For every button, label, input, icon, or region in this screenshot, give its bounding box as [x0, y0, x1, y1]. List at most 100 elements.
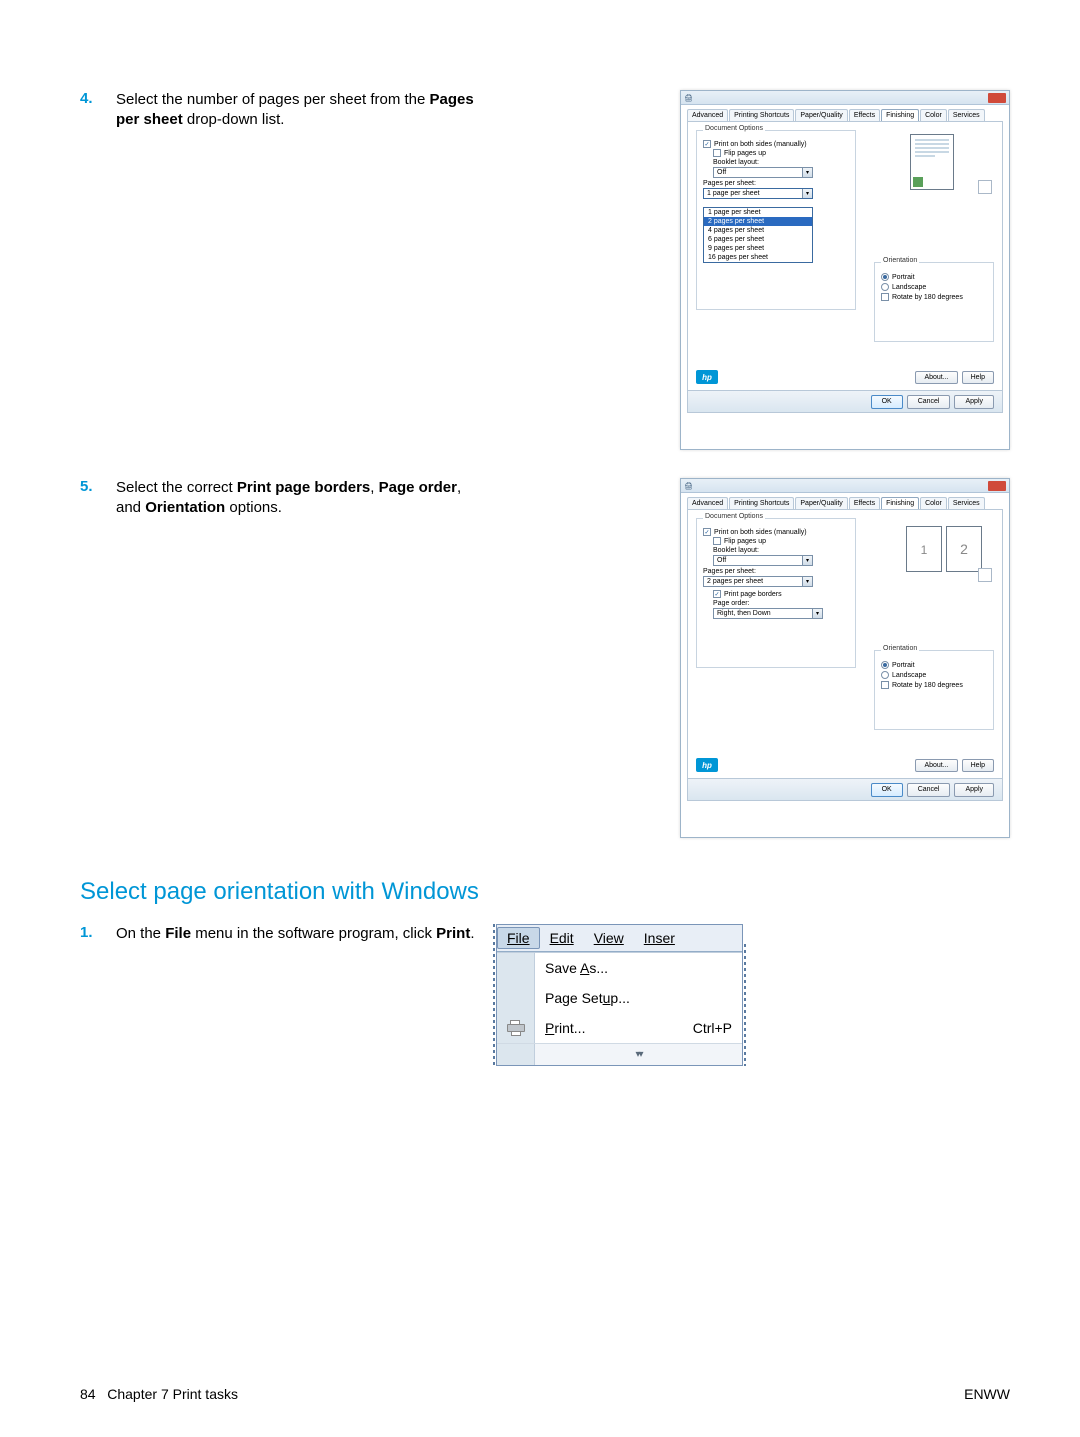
tab-services[interactable]: Services [948, 497, 985, 509]
tab-effects[interactable]: Effects [849, 109, 880, 121]
chevron-down-icon: ▾▾ [635, 1049, 641, 1060]
pages-per-sheet-select[interactable]: 1 page per sheet▾ [703, 188, 813, 199]
document-options-legend: Document Options [703, 125, 765, 132]
step-4-number: 4. [80, 90, 116, 107]
landscape-radio[interactable]: Landscape [881, 671, 987, 679]
document-options-fieldset: Document Options Print on both sides (ma… [696, 130, 856, 310]
section-heading: Select page orientation with Windows [80, 878, 1010, 906]
portrait-radio[interactable]: Portrait [881, 661, 987, 669]
print-both-sides-checkbox[interactable]: Print on both sides (manually) [703, 140, 849, 148]
print-page-borders-checkbox[interactable]: Print page borders [713, 590, 849, 598]
hp-logo: hp [696, 370, 718, 384]
chevron-down-icon: ▾ [802, 189, 812, 198]
dialog-tabs: Advanced Printing Shortcuts Paper/Qualit… [681, 493, 1009, 509]
close-icon[interactable] [988, 93, 1006, 103]
booklet-layout-select[interactable]: Off▾ [713, 167, 813, 178]
page-footer: 84 Chapter 7 Print tasks ENWW [80, 1386, 1010, 1402]
menu-item-save-as[interactable]: Save As... [497, 953, 742, 983]
rotate-180-checkbox[interactable]: Rotate by 180 degrees [881, 293, 987, 301]
chevron-down-icon: ▾ [812, 609, 822, 618]
pps-option-2[interactable]: 2 pages per sheet [704, 217, 812, 226]
tab-shortcuts[interactable]: Printing Shortcuts [729, 109, 794, 121]
pages-per-sheet-select[interactable]: 2 pages per sheet▾ [703, 576, 813, 587]
tab-paper[interactable]: Paper/Quality [795, 109, 847, 121]
menu-item-print[interactable]: Print... Ctrl+P [497, 1013, 742, 1043]
pps-option-1[interactable]: 1 page per sheet [704, 208, 812, 217]
about-button[interactable]: About... [915, 371, 957, 384]
landscape-radio[interactable]: Landscape [881, 283, 987, 291]
tab-advanced[interactable]: Advanced [687, 497, 728, 509]
tab-color[interactable]: Color [920, 109, 947, 121]
preview-badge-icon [978, 180, 992, 194]
pps-option-6[interactable]: 6 pages per sheet [704, 235, 812, 244]
menu-view[interactable]: View [584, 927, 634, 949]
help-button[interactable]: Help [962, 371, 994, 384]
hp-print-dialog-1: 🖨 Advanced Printing Shortcuts Paper/Qual… [680, 90, 1010, 450]
pages-per-sheet-label: Pages per sheet: [703, 568, 849, 575]
step-5-text: Select the correct Print page borders, P… [116, 478, 486, 517]
orientation-fieldset: Orientation Portrait Landscape Rotate by… [874, 650, 994, 730]
portrait-radio[interactable]: Portrait [881, 273, 987, 281]
document-options-legend: Document Options [703, 513, 765, 520]
pages-per-sheet-dropdown[interactable]: 1 page per sheet 2 pages per sheet 4 pag… [703, 207, 813, 263]
apply-button[interactable]: Apply [954, 395, 994, 409]
pps-option-9[interactable]: 9 pages per sheet [704, 244, 812, 253]
step-5-number: 5. [80, 478, 116, 495]
ok-button[interactable]: OK [871, 783, 903, 797]
flip-pages-up-checkbox[interactable]: Flip pages up [713, 149, 849, 157]
orientation-legend: Orientation [881, 645, 919, 652]
word-file-menu: File Edit View Inser Save As... Page Set… [496, 924, 743, 1066]
help-button[interactable]: Help [962, 759, 994, 772]
word-menubar: File Edit View Inser [497, 925, 742, 952]
document-options-fieldset: Document Options Print on both sides (ma… [696, 518, 856, 668]
close-icon[interactable] [988, 481, 1006, 491]
preview-badge-icon [978, 568, 992, 582]
tab-effects[interactable]: Effects [849, 497, 880, 509]
tab-finishing[interactable]: Finishing [881, 109, 919, 121]
dialog-titlebar[interactable]: 🖨 [681, 91, 1009, 105]
page-order-label: Page order: [713, 600, 849, 607]
chevron-down-icon: ▾ [802, 577, 812, 586]
cancel-button[interactable]: Cancel [907, 395, 951, 409]
step-1-text: On the File menu in the software program… [116, 924, 486, 944]
page-order-select[interactable]: Right, then Down▾ [713, 608, 823, 619]
menu-edit[interactable]: Edit [540, 927, 584, 949]
menu-expand[interactable]: ▾▾ [497, 1043, 742, 1065]
booklet-layout-label: Booklet layout: [713, 547, 849, 554]
ok-button[interactable]: OK [871, 395, 903, 409]
printer-icon: 🖨 [684, 482, 693, 490]
orientation-legend: Orientation [881, 257, 919, 264]
menu-insert[interactable]: Inser [634, 927, 685, 949]
apply-button[interactable]: Apply [954, 783, 994, 797]
hp-logo: hp [696, 758, 718, 772]
dialog-titlebar[interactable]: 🖨 [681, 479, 1009, 493]
booklet-layout-select[interactable]: Off▾ [713, 555, 813, 566]
rotate-180-checkbox[interactable]: Rotate by 180 degrees [881, 681, 987, 689]
orientation-fieldset: Orientation Portrait Landscape Rotate by… [874, 262, 994, 342]
chevron-down-icon: ▾ [802, 168, 812, 177]
tab-shortcuts[interactable]: Printing Shortcuts [729, 497, 794, 509]
menu-item-page-setup[interactable]: Page Setup... [497, 983, 742, 1013]
tab-finishing[interactable]: Finishing [881, 497, 919, 509]
pps-option-16[interactable]: 16 pages per sheet [704, 253, 812, 262]
tab-advanced[interactable]: Advanced [687, 109, 728, 121]
print-shortcut: Ctrl+P [693, 1020, 742, 1036]
hp-print-dialog-2: 🖨 Advanced Printing Shortcuts Paper/Qual… [680, 478, 1010, 838]
pps-option-4[interactable]: 4 pages per sheet [704, 226, 812, 235]
menu-file[interactable]: File [497, 927, 540, 949]
step-4-text: Select the number of pages per sheet fro… [116, 90, 486, 129]
tab-paper[interactable]: Paper/Quality [795, 497, 847, 509]
cancel-button[interactable]: Cancel [907, 783, 951, 797]
chevron-down-icon: ▾ [802, 556, 812, 565]
flip-pages-up-checkbox[interactable]: Flip pages up [713, 537, 849, 545]
dialog-tabs: Advanced Printing Shortcuts Paper/Qualit… [681, 105, 1009, 121]
pages-per-sheet-label: Pages per sheet: [703, 180, 849, 187]
about-button[interactable]: About... [915, 759, 957, 772]
print-icon [507, 1020, 525, 1036]
page-preview [900, 132, 990, 192]
tab-services[interactable]: Services [948, 109, 985, 121]
booklet-layout-label: Booklet layout: [713, 159, 849, 166]
tab-color[interactable]: Color [920, 497, 947, 509]
page-preview: 1 2 [900, 520, 990, 580]
print-both-sides-checkbox[interactable]: Print on both sides (manually) [703, 528, 849, 536]
